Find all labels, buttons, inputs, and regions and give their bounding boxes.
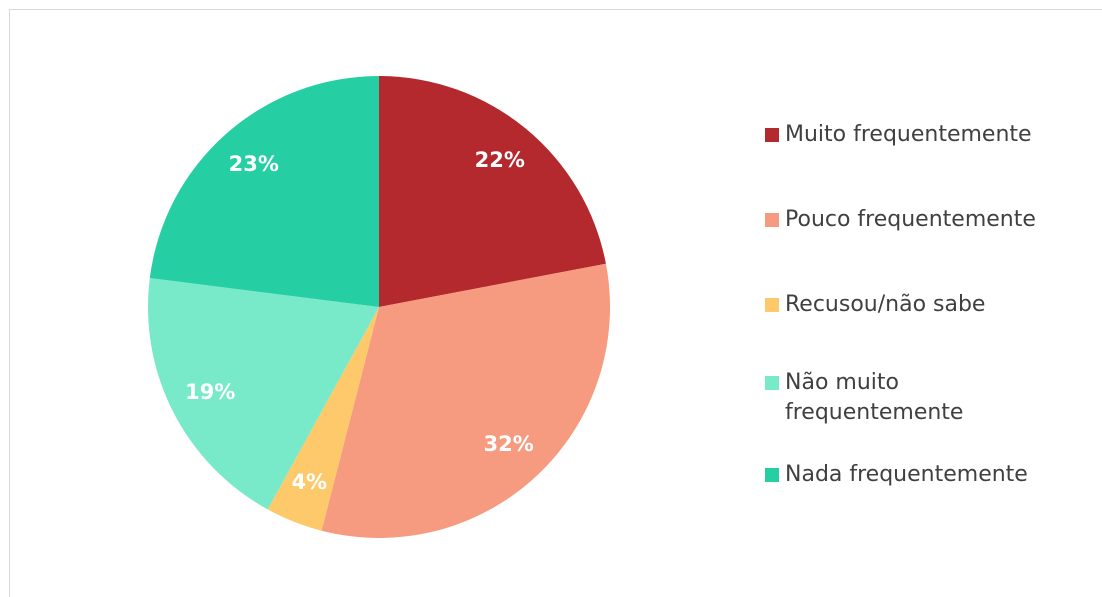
legend-label: Pouco frequentemente [785,207,1036,232]
legend-swatch [765,298,779,312]
frame [9,9,1102,597]
data-label: 32% [484,432,534,456]
pie-slice [321,263,610,538]
legend-label: Não muito frequentemente [785,370,964,425]
pie-slice [379,76,606,307]
legend-label: Muito frequentemente [785,122,1032,147]
pie-slice [148,278,379,510]
data-label: 19% [185,380,235,404]
legend-swatch [765,376,779,390]
data-label: 22% [475,148,525,172]
legend-swatch [765,213,779,227]
pie-slice [149,76,379,307]
data-label: 4% [291,470,327,494]
data-label: 23% [229,152,279,176]
pie-slice [267,307,379,531]
legend-swatch [765,128,779,142]
legend-label: Recusou/não sabe [785,292,986,317]
legend-swatch [765,468,779,482]
legend-label: Nada frequentemente [785,462,1028,487]
